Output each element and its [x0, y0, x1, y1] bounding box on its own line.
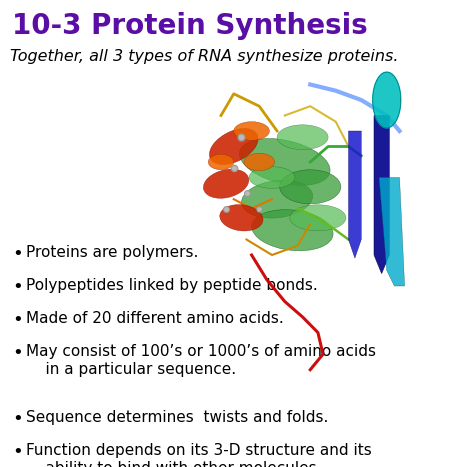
Text: •: • — [12, 410, 23, 428]
Text: 10-3 Protein Synthesis: 10-3 Protein Synthesis — [12, 12, 368, 40]
Text: •: • — [12, 344, 23, 362]
Text: Together, all 3 types of RNA synthesize proteins.: Together, all 3 types of RNA synthesize … — [10, 49, 399, 64]
Ellipse shape — [234, 122, 270, 140]
Text: •: • — [12, 443, 23, 461]
Polygon shape — [379, 177, 405, 286]
Text: Function depends on its 3-D structure and its
    ability to bind with other mol: Function depends on its 3-D structure an… — [26, 443, 372, 467]
Ellipse shape — [220, 205, 263, 231]
Text: •: • — [12, 245, 23, 263]
Text: Polypeptides linked by peptide bonds.: Polypeptides linked by peptide bonds. — [26, 278, 318, 293]
Ellipse shape — [208, 154, 234, 170]
Text: Proteins are polymers.: Proteins are polymers. — [26, 245, 198, 260]
Ellipse shape — [249, 167, 295, 188]
Text: May consist of 100’s or 1000’s of amino acids
    in a particular sequence.: May consist of 100’s or 1000’s of amino … — [26, 344, 376, 377]
Ellipse shape — [244, 153, 274, 170]
Ellipse shape — [242, 180, 313, 218]
Polygon shape — [373, 72, 401, 128]
Polygon shape — [374, 115, 389, 274]
Ellipse shape — [277, 125, 328, 149]
Ellipse shape — [209, 128, 258, 164]
Ellipse shape — [252, 210, 333, 251]
Text: Made of 20 different amino acids.: Made of 20 different amino acids. — [26, 311, 284, 326]
Text: •: • — [12, 311, 23, 329]
Ellipse shape — [203, 169, 249, 198]
Text: Sequence determines  twists and folds.: Sequence determines twists and folds. — [26, 410, 328, 425]
Polygon shape — [348, 131, 361, 258]
Ellipse shape — [279, 170, 341, 204]
Ellipse shape — [290, 205, 346, 231]
Text: •: • — [12, 278, 23, 296]
Ellipse shape — [239, 139, 330, 185]
